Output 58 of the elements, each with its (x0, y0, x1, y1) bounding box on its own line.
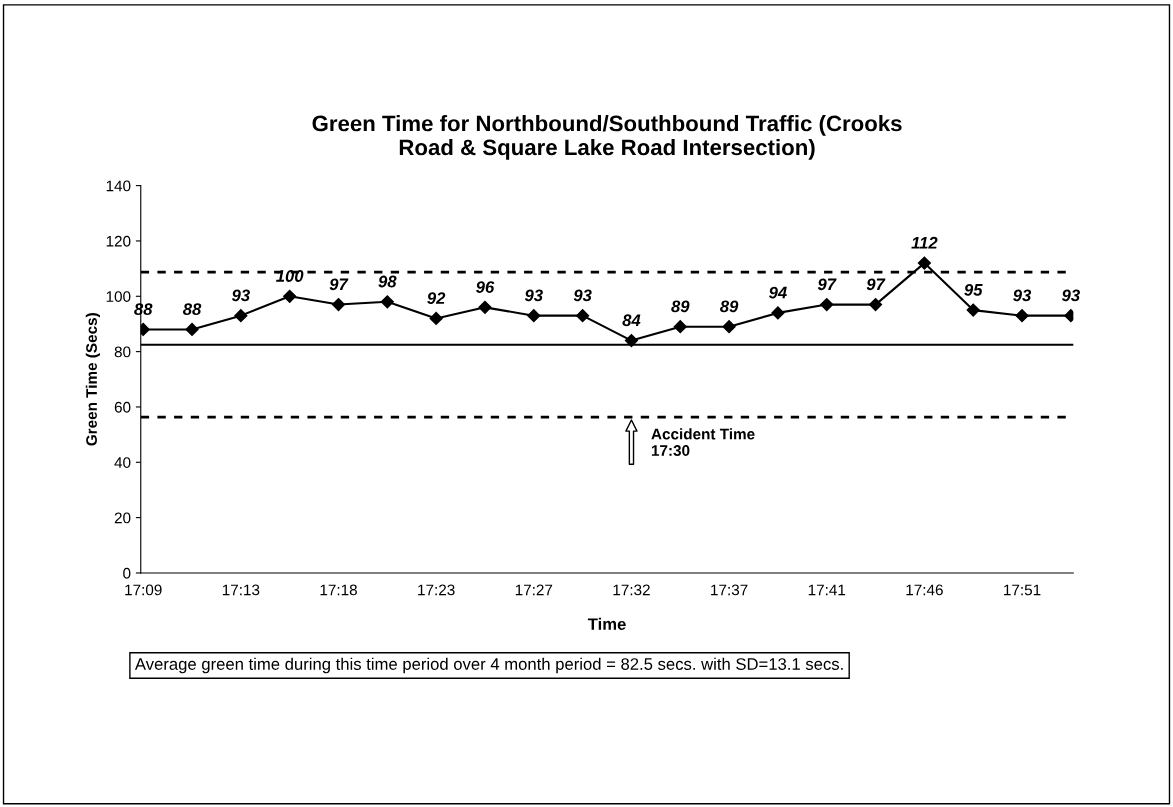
data-label: 94 (769, 286, 787, 299)
data-label: 96 (476, 281, 495, 293)
point (673, 320, 687, 334)
point (283, 289, 297, 303)
x-tick-label: 17:27 (515, 584, 553, 596)
point (917, 256, 931, 270)
point (722, 320, 736, 334)
data-label: 93 (231, 289, 250, 302)
x-tick-label: 17:46 (906, 584, 943, 596)
data-label: 89 (671, 300, 690, 313)
data-label: 97 (329, 278, 349, 291)
point (380, 295, 394, 309)
y-tick-label: 40 (114, 457, 131, 468)
data-label: 95 (964, 283, 983, 296)
y-tick-label: 140 (106, 180, 131, 192)
y-tick-label: 60 (114, 401, 131, 413)
point (820, 297, 834, 312)
point (429, 311, 443, 326)
data-label: 93 (573, 289, 592, 302)
x-tick-label: 17:51 (1004, 584, 1041, 596)
x-tick-label: 17:41 (808, 584, 846, 596)
y-tick-label: 0 (123, 567, 131, 579)
data-label: 92 (427, 292, 446, 305)
data-label: 97 (817, 278, 837, 291)
x-axis-title: Time (587, 617, 626, 631)
point (185, 322, 199, 337)
point (234, 309, 248, 323)
data-label: 84 (622, 314, 641, 327)
x-tick-label: 17:23 (418, 584, 455, 596)
point (1015, 309, 1029, 323)
x-tick-label: 17:37 (711, 584, 748, 596)
point (966, 303, 980, 317)
x-tick-label: 17:13 (222, 584, 260, 596)
chart-title: Green Time for Northbound/Southbound Traffic (Crooks Road & Square Lake Road Intersection) (312, 115, 902, 160)
annotation: Accident Time 17:30 (651, 428, 755, 456)
x-tick-label: 17:09 (125, 584, 162, 596)
point (478, 300, 492, 314)
y-tick-label: 20 (114, 512, 131, 524)
data-label: 93 (1013, 289, 1032, 302)
data-label: 89 (720, 300, 739, 313)
point (331, 297, 346, 312)
data-label: 93 (524, 289, 543, 302)
y-tick-label: 120 (106, 235, 131, 247)
data-label: 97 (866, 278, 886, 291)
point (868, 297, 883, 312)
data-label: 98 (378, 275, 397, 288)
point (527, 309, 541, 323)
data-label: 93 (1061, 289, 1080, 302)
text: Average green time during this time period over 4 month period = 82.5 secs. with SD=13.1 secs. (134, 657, 843, 674)
point (576, 309, 590, 323)
data-label: 88 (182, 303, 202, 316)
point (771, 306, 785, 320)
y-tick-label: 100 (106, 291, 131, 302)
y-tick-label: 80 (114, 346, 131, 358)
x-tick-label: 17:18 (320, 584, 357, 596)
x-tick-label: 17:32 (613, 584, 650, 596)
y-axis-title: Green Time (Secs) (85, 313, 100, 446)
data-label: 112 (911, 236, 938, 249)
